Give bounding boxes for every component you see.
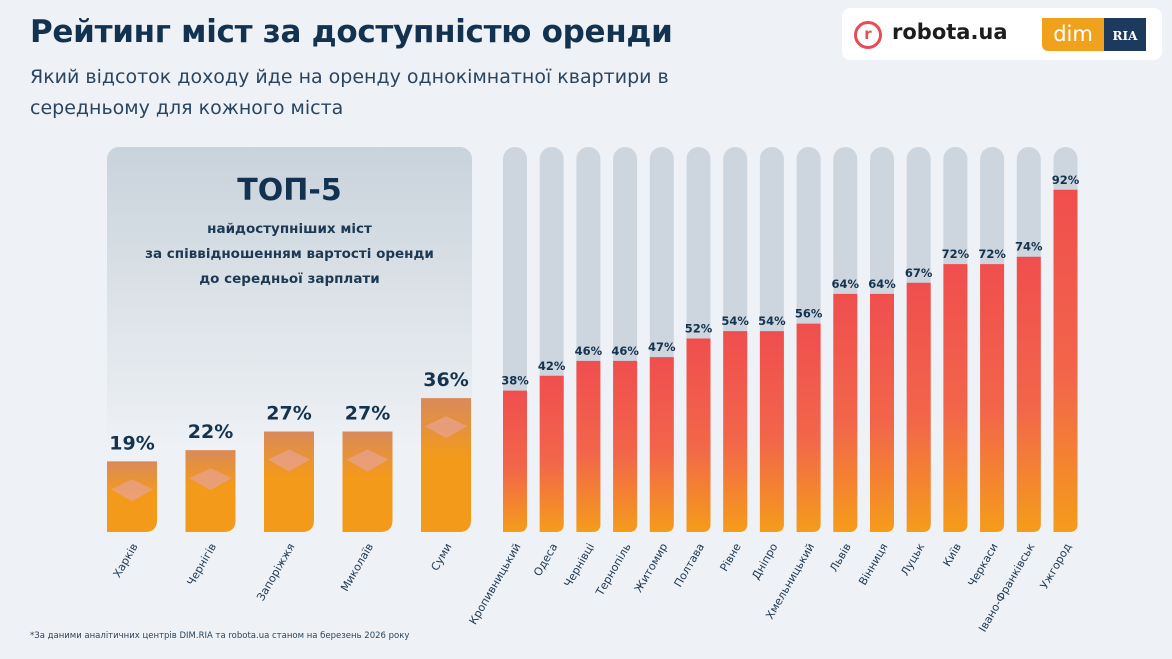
category-label: Луцьк: [898, 541, 927, 578]
room-illustration-icon: [189, 468, 232, 491]
data-label: 36%: [423, 369, 468, 391]
bar: [264, 431, 314, 532]
category-label: Суми: [429, 541, 455, 573]
bar: [943, 264, 968, 532]
data-label: 92%: [1052, 173, 1080, 187]
bar: [503, 390, 527, 532]
data-label: 19%: [109, 432, 154, 454]
category-label: Дніпро: [749, 541, 780, 582]
category-label: Кропивницький: [467, 541, 524, 627]
top5-description: найдоступніших міст за співвідношенням в…: [107, 217, 472, 292]
bar: [576, 360, 601, 532]
room-illustration-icon: [346, 449, 389, 472]
category-label: Вінниця: [856, 541, 890, 588]
bar: [906, 282, 931, 532]
category-label: Київ: [940, 541, 964, 569]
data-label: 38%: [501, 374, 529, 388]
category-label: Миколаїв: [338, 541, 376, 594]
data-label: 52%: [685, 322, 713, 336]
data-label: 74%: [1015, 240, 1043, 254]
category-label: Житомир: [632, 541, 671, 595]
footnote: *За даними аналітичних центрів DIM.RIA т…: [30, 631, 410, 641]
category-label: Рівне: [717, 541, 743, 574]
bar: [796, 323, 821, 532]
room-illustration-icon: [425, 416, 467, 439]
data-label: 54%: [721, 314, 749, 328]
bar: [185, 450, 236, 532]
category-label: Черкаси: [966, 541, 1001, 589]
data-label: 67%: [905, 266, 933, 280]
bar: [1016, 256, 1041, 532]
bar: [759, 331, 784, 532]
top5-desc-line: до середньої зарплати: [199, 271, 380, 287]
bar: [723, 331, 748, 532]
category-label: Чернівці: [561, 541, 597, 590]
bar: [649, 357, 674, 532]
data-label: 72%: [978, 247, 1006, 261]
top5-panel: ТОП-5 найдоступніших міст за співвідноше…: [107, 147, 472, 447]
robota-logo-icon: r: [854, 21, 882, 49]
data-label: 47%: [648, 340, 676, 354]
bar: [421, 398, 471, 532]
bar: [342, 431, 393, 532]
data-label: 46%: [611, 344, 639, 358]
category-label: Полтава: [672, 541, 707, 589]
data-label: 64%: [868, 277, 896, 291]
page-title: Рейтинг міст за доступністю оренди: [30, 14, 673, 50]
data-label: 27%: [345, 403, 390, 425]
data-label: 54%: [758, 314, 786, 328]
category-label: Одеса: [531, 541, 560, 579]
data-label: 64%: [832, 277, 860, 291]
page-subtitle: Який відсоток доходу йде на оренду однок…: [30, 66, 669, 119]
category-label: Тернопіль: [593, 541, 634, 599]
bar: [870, 293, 894, 532]
room-illustration-icon: [268, 449, 310, 472]
room-illustration-icon: [111, 479, 153, 502]
bar: [980, 264, 1005, 532]
category-label: Запоріжжя: [254, 541, 297, 603]
category-label: Харків: [111, 541, 141, 580]
bar: [613, 360, 638, 532]
data-label: 72%: [942, 247, 970, 261]
top5-title: ТОП-5: [237, 173, 342, 208]
category-label: Ужгород: [1038, 541, 1075, 592]
data-label: 46%: [575, 344, 603, 358]
category-label: Чернігів: [184, 541, 219, 588]
bar: [833, 293, 858, 532]
category-label: Львів: [827, 541, 854, 574]
top5-desc-line: найдоступніших міст: [207, 221, 372, 237]
top5-desc-line: за співвідношенням вартості оренди: [145, 246, 434, 262]
data-label: 27%: [266, 403, 311, 425]
bar: [539, 375, 564, 532]
robota-logo-text: robota.ua: [892, 20, 1008, 44]
data-label: 22%: [188, 421, 233, 443]
bar: [1053, 189, 1078, 532]
data-label: 42%: [538, 359, 566, 373]
partner-logos: r robota.ua dim RIA: [842, 8, 1162, 60]
ria-logo: RIA: [1104, 18, 1146, 51]
data-label: 56%: [795, 307, 823, 321]
dim-logo: dim: [1042, 18, 1104, 51]
bar: [686, 338, 711, 532]
